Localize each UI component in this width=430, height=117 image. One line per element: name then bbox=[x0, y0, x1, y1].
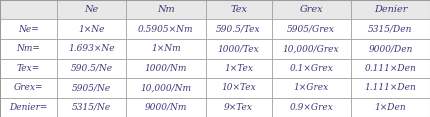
Text: 5315/Ne: 5315/Ne bbox=[72, 103, 111, 112]
Text: 9000/Nm: 9000/Nm bbox=[145, 103, 187, 112]
Bar bbox=[206, 78, 272, 97]
Text: 1000/Tex: 1000/Tex bbox=[218, 44, 259, 53]
Text: Tex: Tex bbox=[230, 5, 247, 14]
Text: Ne=: Ne= bbox=[18, 25, 39, 34]
Text: 590.5/Ne: 590.5/Ne bbox=[71, 64, 113, 73]
Bar bbox=[57, 0, 126, 20]
Text: 0.1×Grex: 0.1×Grex bbox=[289, 64, 333, 73]
Bar bbox=[206, 97, 272, 117]
Bar bbox=[272, 39, 351, 58]
Bar bbox=[206, 20, 272, 39]
Bar bbox=[0, 39, 57, 58]
Text: 1.693×Ne: 1.693×Ne bbox=[68, 44, 115, 53]
Text: 10,000/Grex: 10,000/Grex bbox=[283, 44, 340, 53]
Text: Denier: Denier bbox=[374, 5, 407, 14]
Bar bbox=[0, 0, 57, 20]
Text: 0.111×Den: 0.111×Den bbox=[365, 64, 416, 73]
Bar bbox=[126, 97, 206, 117]
Bar bbox=[0, 78, 57, 97]
Bar bbox=[351, 39, 430, 58]
Text: 10×Tex: 10×Tex bbox=[221, 83, 256, 92]
Text: 590.5/Tex: 590.5/Tex bbox=[216, 25, 261, 34]
Bar bbox=[126, 39, 206, 58]
Text: Nm: Nm bbox=[157, 5, 175, 14]
Bar bbox=[0, 20, 57, 39]
Bar bbox=[0, 58, 57, 78]
Bar bbox=[351, 20, 430, 39]
Text: 0.9×Grex: 0.9×Grex bbox=[289, 103, 333, 112]
Bar bbox=[126, 0, 206, 20]
Text: 1×Den: 1×Den bbox=[375, 103, 406, 112]
Text: Tex=: Tex= bbox=[17, 64, 40, 73]
Bar bbox=[206, 58, 272, 78]
Bar bbox=[126, 20, 206, 39]
Bar bbox=[351, 58, 430, 78]
Bar bbox=[57, 58, 126, 78]
Text: 0.5905×Nm: 0.5905×Nm bbox=[138, 25, 194, 34]
Text: 5315/Den: 5315/Den bbox=[368, 25, 412, 34]
Bar bbox=[351, 78, 430, 97]
Bar bbox=[206, 39, 272, 58]
Bar bbox=[126, 78, 206, 97]
Bar bbox=[351, 0, 430, 20]
Text: 9000/Den: 9000/Den bbox=[368, 44, 412, 53]
Bar bbox=[272, 58, 351, 78]
Bar bbox=[57, 78, 126, 97]
Bar bbox=[57, 20, 126, 39]
Text: 1000/Nm: 1000/Nm bbox=[145, 64, 187, 73]
Text: Grex=: Grex= bbox=[13, 83, 43, 92]
Bar bbox=[206, 0, 272, 20]
Text: 1.111×Den: 1.111×Den bbox=[365, 83, 416, 92]
Bar bbox=[57, 39, 126, 58]
Text: 9×Tex: 9×Tex bbox=[224, 103, 253, 112]
Bar bbox=[272, 78, 351, 97]
Bar bbox=[272, 0, 351, 20]
Text: 10,000/Nm: 10,000/Nm bbox=[141, 83, 191, 92]
Text: 1×Grex: 1×Grex bbox=[294, 83, 329, 92]
Bar bbox=[351, 97, 430, 117]
Text: 5905/Grex: 5905/Grex bbox=[287, 25, 335, 34]
Bar bbox=[126, 58, 206, 78]
Text: 1×Ne: 1×Ne bbox=[78, 25, 105, 34]
Text: Denier=: Denier= bbox=[9, 103, 47, 112]
Text: 1×Tex: 1×Tex bbox=[224, 64, 253, 73]
Text: 5905/Ne: 5905/Ne bbox=[72, 83, 111, 92]
Bar bbox=[0, 97, 57, 117]
Bar bbox=[272, 97, 351, 117]
Text: Nm=: Nm= bbox=[16, 44, 40, 53]
Text: 1×Nm: 1×Nm bbox=[151, 44, 181, 53]
Bar bbox=[57, 97, 126, 117]
Bar bbox=[272, 20, 351, 39]
Text: Grex: Grex bbox=[299, 5, 323, 14]
Text: Ne: Ne bbox=[84, 5, 98, 14]
